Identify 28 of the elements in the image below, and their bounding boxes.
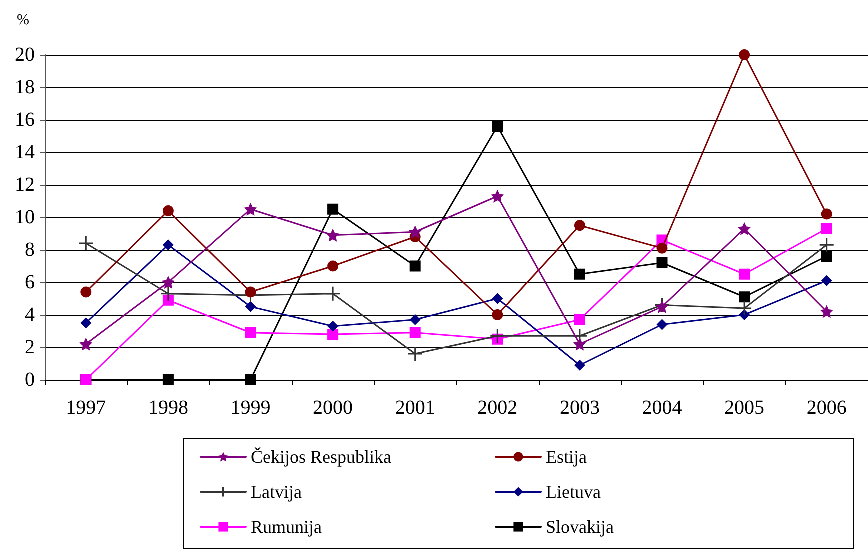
y-tick-label: 12 (15, 174, 35, 196)
x-tick-label: 1998 (148, 397, 188, 419)
legend-label: Rumunija (251, 517, 322, 537)
legend-label: Estija (546, 447, 588, 467)
legend-label: Latvija (251, 482, 302, 502)
y-tick-label: 10 (15, 206, 35, 228)
x-tick-label: 2004 (642, 397, 682, 419)
y-tick-label: 4 (25, 304, 35, 326)
x-tick-label: 2006 (806, 397, 847, 419)
x-tick-label: 2000 (313, 397, 354, 419)
y-tick-label: 6 (25, 272, 35, 294)
x-tick-label: 1999 (230, 397, 271, 419)
x-tick-label: 2005 (724, 397, 765, 419)
legend-label: Slovakija (546, 517, 614, 537)
x-tick-label: 2002 (478, 397, 518, 419)
y-tick-label: 14 (15, 142, 35, 164)
x-tick-label: 2003 (560, 397, 600, 419)
y-tick-label: 2 (25, 336, 35, 358)
y-tick-label: 18 (15, 76, 35, 98)
y-tick-label: 0 (25, 369, 35, 391)
y-tick-label: 16 (15, 109, 35, 131)
x-tick-label: 2001 (395, 397, 436, 419)
legend-label: Čekijos Respublika (251, 447, 392, 467)
x-tick-label: 1997 (66, 397, 106, 419)
y-tick-label: 20 (15, 44, 35, 66)
legend-label: Lietuva (546, 482, 601, 502)
y-axis-title: % (17, 12, 30, 28)
y-tick-label: 8 (25, 239, 35, 261)
